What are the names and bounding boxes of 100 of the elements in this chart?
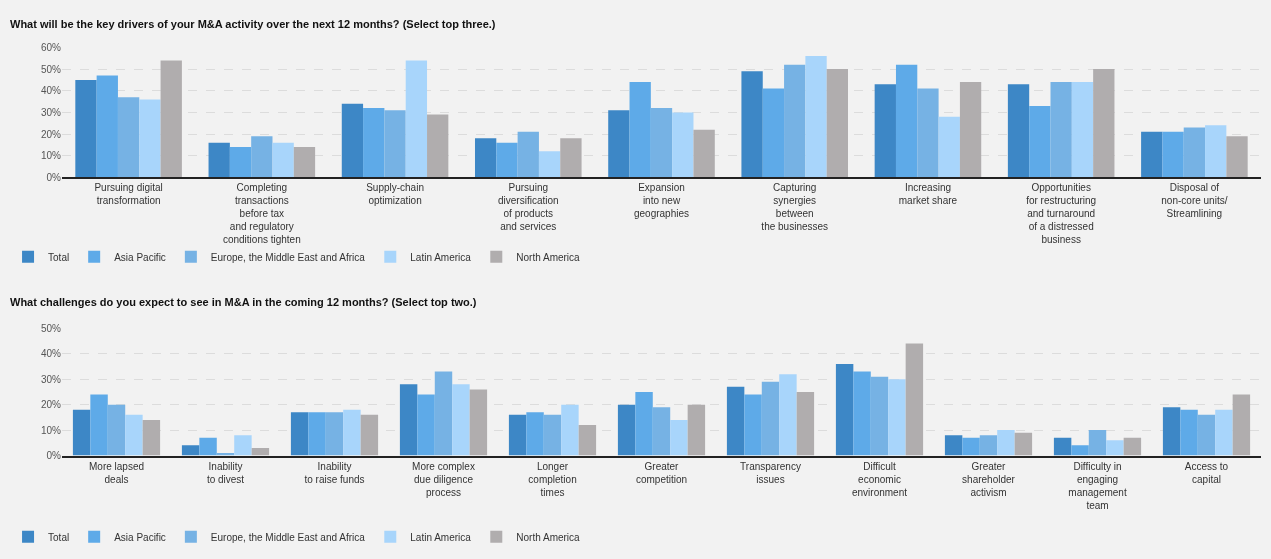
x-tick-label: Disposal of non-core units/ Streamlining bbox=[1161, 182, 1228, 220]
bar bbox=[543, 414, 562, 456]
bar bbox=[979, 435, 998, 456]
bar bbox=[1205, 125, 1227, 178]
bar bbox=[670, 419, 688, 456]
legend-label: Europe, the Middle East and Africa bbox=[210, 531, 366, 543]
bar bbox=[1093, 69, 1115, 178]
bar bbox=[744, 394, 762, 456]
bar bbox=[360, 414, 379, 456]
bar bbox=[997, 430, 1015, 456]
bar bbox=[1106, 440, 1124, 456]
legend-label: Europe, the Middle East and Africa bbox=[210, 251, 366, 263]
bar bbox=[234, 435, 252, 456]
legend-label: Latin America bbox=[410, 251, 472, 263]
y-tick-label: 40% bbox=[40, 85, 62, 97]
bar bbox=[1162, 131, 1184, 178]
bar bbox=[796, 391, 815, 456]
bar bbox=[826, 69, 849, 178]
bar bbox=[341, 103, 364, 178]
chart-title: What challenges do you expect to see in M&A in the coming 12 months? (Select top two.) bbox=[10, 296, 477, 308]
legend-label: Total bbox=[48, 531, 70, 543]
bar bbox=[251, 136, 273, 178]
bar bbox=[139, 99, 161, 178]
bar bbox=[469, 389, 488, 456]
y-tick-label: 20% bbox=[40, 399, 62, 411]
bar bbox=[805, 56, 827, 178]
x-tick-label: Greater shareholder activism bbox=[962, 460, 1016, 498]
bar bbox=[917, 88, 939, 178]
bar bbox=[160, 60, 182, 178]
bar bbox=[1014, 432, 1033, 456]
bar bbox=[560, 138, 582, 178]
bar bbox=[1123, 437, 1142, 456]
bar bbox=[90, 394, 108, 456]
y-tick-label: 40% bbox=[40, 348, 62, 360]
bar bbox=[405, 60, 428, 178]
x-tick-label: Expansion into new geographies bbox=[633, 182, 690, 220]
bar bbox=[474, 138, 497, 178]
x-tick-label: Completing transactions before tax and regulatory conditions tighten bbox=[222, 182, 301, 246]
bar bbox=[944, 435, 963, 456]
bar bbox=[1197, 414, 1216, 456]
chart-title: What will be the key drivers of your M&A activity over the next 12 months? (Select top three.) bbox=[10, 18, 496, 30]
y-tick-label: 10% bbox=[40, 424, 62, 436]
bar bbox=[1053, 437, 1072, 456]
bar bbox=[853, 371, 871, 456]
legend-label: Latin America bbox=[410, 531, 472, 543]
bar bbox=[96, 75, 118, 178]
bar bbox=[835, 363, 854, 456]
x-tick-label: Difficulty in engaging management team bbox=[1068, 460, 1127, 511]
bar bbox=[452, 384, 470, 456]
bar bbox=[1141, 131, 1163, 178]
bar bbox=[417, 394, 435, 456]
bar bbox=[905, 343, 924, 456]
bar bbox=[635, 391, 653, 456]
bar bbox=[962, 437, 980, 456]
bar bbox=[1162, 407, 1181, 456]
bar bbox=[75, 79, 97, 178]
legend-label: North America bbox=[516, 251, 581, 263]
bar bbox=[363, 108, 385, 178]
x-tick-label: Inability to divest bbox=[206, 460, 245, 485]
bar bbox=[117, 97, 140, 178]
bar bbox=[208, 142, 230, 178]
x-tick-label: Pursuing digital transformation bbox=[94, 182, 163, 207]
bar bbox=[629, 82, 651, 178]
y-tick-label: 30% bbox=[40, 106, 62, 118]
x-tick-label: Transparency issues bbox=[740, 460, 801, 485]
bar bbox=[517, 131, 539, 178]
bar bbox=[293, 147, 316, 178]
bar bbox=[1050, 82, 1072, 178]
bar bbox=[1215, 409, 1233, 456]
bar bbox=[142, 419, 161, 456]
bar bbox=[427, 114, 449, 178]
bar bbox=[687, 404, 706, 456]
bar bbox=[272, 142, 294, 178]
x-tick-label: Longer completion times bbox=[528, 460, 577, 498]
x-tick-label: Opportunities for restructuring and turnaround of a distressed business bbox=[1026, 182, 1097, 246]
bar bbox=[1071, 445, 1089, 456]
y-tick-label: 0% bbox=[46, 450, 62, 462]
bar bbox=[608, 110, 630, 178]
bar bbox=[434, 371, 453, 456]
bar bbox=[650, 108, 673, 178]
bar bbox=[181, 445, 200, 456]
bar bbox=[199, 437, 217, 456]
x-tick-label: Capturing synergies between the businesses bbox=[761, 182, 829, 233]
bar bbox=[784, 64, 806, 178]
bar bbox=[1029, 105, 1051, 178]
bar bbox=[1071, 82, 1094, 178]
bar bbox=[578, 425, 597, 456]
x-tick-label: Inability to raise funds bbox=[304, 460, 365, 485]
bar bbox=[762, 88, 785, 178]
bar bbox=[508, 414, 527, 456]
bar bbox=[325, 412, 344, 456]
bar bbox=[1232, 394, 1251, 456]
y-tick-label: 20% bbox=[40, 128, 62, 140]
y-tick-label: 50% bbox=[40, 322, 62, 334]
x-tick-label: More lapsed deals bbox=[88, 460, 145, 485]
bar bbox=[888, 379, 906, 456]
y-tick-label: 10% bbox=[40, 150, 62, 162]
bar bbox=[1180, 409, 1198, 456]
bar bbox=[938, 116, 960, 178]
y-tick-label: 0% bbox=[46, 171, 62, 183]
